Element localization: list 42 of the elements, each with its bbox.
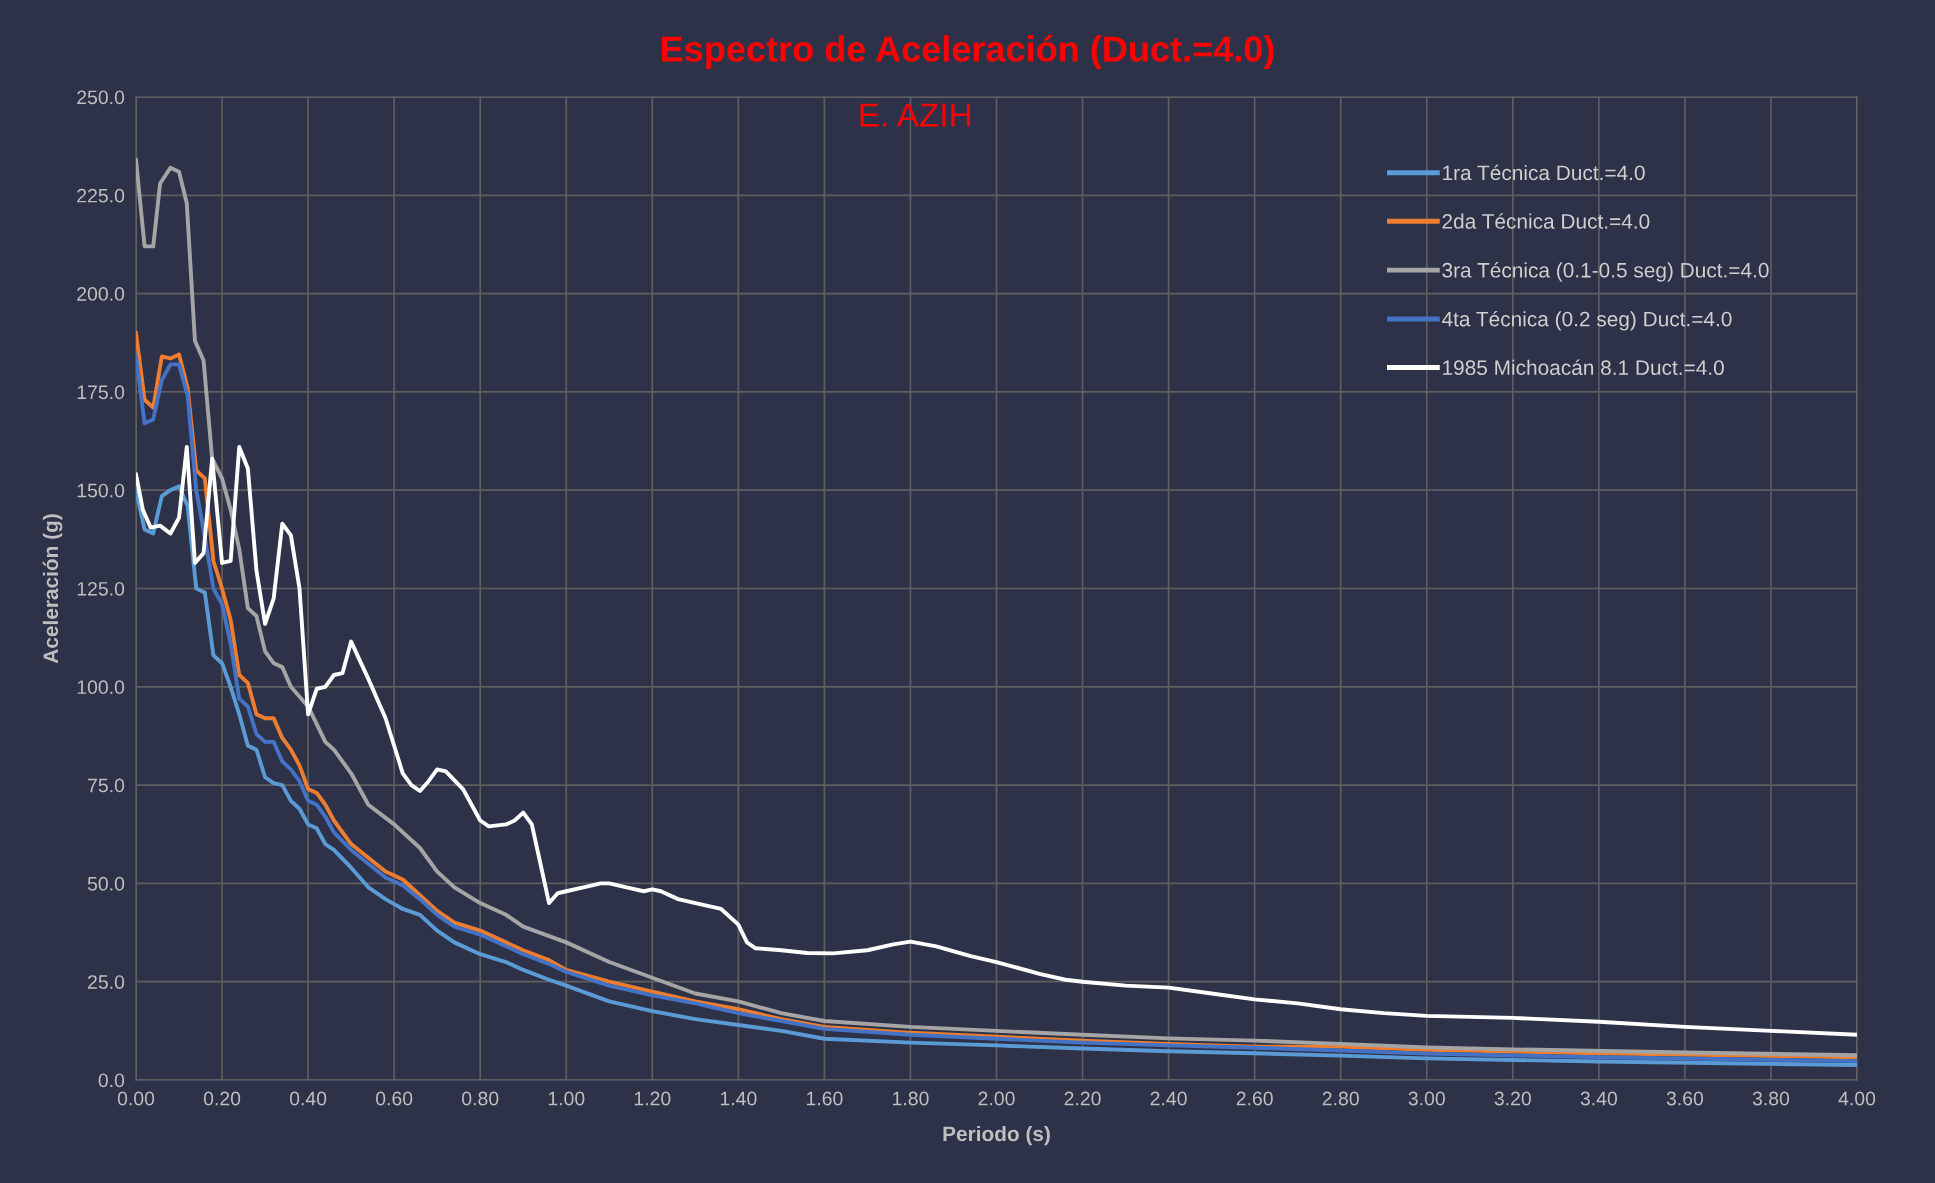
- y-tick-label: 25.0: [88, 975, 125, 989]
- y-tick-label: 75.0: [88, 778, 125, 793]
- x-tick-label: 0.80: [462, 1091, 499, 1106]
- x-tick-label: 0.60: [375, 1091, 413, 1106]
- y-tick-label: 250.0: [77, 90, 125, 105]
- chart-subtitle: E. AZIH: [860, 103, 970, 127]
- x-tick-label: 2.00: [978, 1091, 1015, 1106]
- y-tick-label: 100.0: [77, 680, 125, 695]
- x-tick-label: 3.60: [1666, 1091, 1704, 1106]
- x-tick-label: 1.40: [720, 1091, 757, 1106]
- legend-label: 4ta Técnica (0.2 seg) Duct.=4.0: [1441, 310, 1732, 331]
- legend-label: 2da Técnica Duct.=4.0: [1442, 213, 1650, 229]
- legend-label: 3ra Técnica (0.1-0.5 seg) Duct.=4.0: [1442, 262, 1769, 282]
- x-tick-label: 2.80: [1322, 1091, 1359, 1106]
- x-tick-label: 0.20: [203, 1091, 241, 1106]
- x-tick-label: 2.60: [1236, 1091, 1273, 1106]
- x-tick-label: 1.20: [634, 1091, 671, 1106]
- y-tick-label: 175.0: [77, 385, 125, 400]
- line-series: [136, 157, 1857, 1058]
- x-tick-label: 3.40: [1580, 1091, 1618, 1106]
- chart-title: Espectro de Aceleración (Duct.=4.0): [662, 35, 1274, 69]
- x-tick-label: 2.40: [1150, 1091, 1187, 1106]
- x-tick-label: 3.00: [1408, 1091, 1445, 1106]
- y-tick-label: 50.0: [87, 876, 125, 891]
- x-tick-label: 4.00: [1838, 1091, 1876, 1106]
- y-tick-label: 225.0: [77, 188, 125, 203]
- x-tick-label: 3.80: [1752, 1091, 1790, 1106]
- x-tick-label: 1.00: [548, 1091, 585, 1106]
- x-tick-label: 1.60: [806, 1091, 843, 1106]
- legend-label: 1ra Técnica Duct.=4.0: [1443, 164, 1645, 181]
- x-axis-title: Periodo (s): [943, 1125, 1050, 1146]
- y-tick-label: 200.0: [77, 287, 125, 301]
- y-tick-label: 150.0: [77, 483, 125, 498]
- x-tick-label: 3.20: [1494, 1091, 1531, 1106]
- y-tick-label: 125.0: [77, 581, 125, 596]
- x-tick-label: 0.40: [289, 1091, 327, 1106]
- x-tick-label: 2.20: [1064, 1091, 1101, 1106]
- x-tick-label: 1.80: [893, 1091, 929, 1106]
- x-tick-label: 0.00: [117, 1091, 155, 1106]
- legend-label: 1985 Michoacán 8.1 Duct.=4.0: [1443, 359, 1724, 376]
- y-tick-label: 0.0: [98, 1073, 125, 1088]
- y-axis-title: Aceleración (g): [42, 514, 63, 664]
